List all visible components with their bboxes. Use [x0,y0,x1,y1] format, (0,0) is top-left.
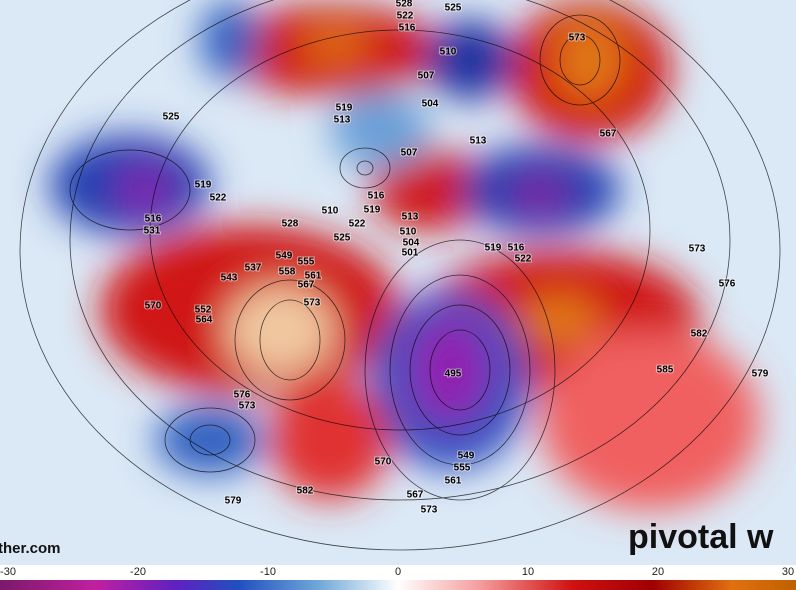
contour-label: 567 [600,129,617,140]
watermark: ther.com [0,540,61,557]
contour-label: 516 [399,23,416,34]
contour-label: 582 [297,486,314,497]
colorbar [0,580,796,590]
logo: pivotal w [628,518,774,556]
colorbar-tick-label: 0 [395,566,401,578]
contour-label: 561 [445,476,462,487]
contour-label: 501 [402,248,419,259]
contour-label: 570 [375,457,392,468]
contour-label: 555 [454,463,471,474]
contour-label: 543 [221,273,238,284]
anomaly-field [0,0,796,565]
contour-label: 528 [282,219,299,230]
contour-label: 525 [334,233,351,244]
contour-label: 519 [364,205,381,216]
contour-label: 558 [279,267,296,278]
contour-label: 573 [304,298,321,309]
contour-label: 510 [322,206,339,217]
colorbar-tick-label: 30 [782,566,794,578]
contour-label: 513 [402,212,419,223]
contour-label: 504 [422,99,439,110]
contour-label: 519 [336,103,353,114]
contour-label: 516 [145,214,162,225]
contour-label: 531 [144,226,161,237]
contour-labels: 528 5255225165105075045735675195135255075… [143,0,770,517]
contour-label: 549 [276,251,293,262]
contour-label: 573 [239,401,256,412]
contour-label: 510 [440,47,457,58]
contour-label: 582 [691,329,708,340]
contour-label: 519 [485,243,502,254]
contour-label: 537 [245,263,262,274]
contour-label: 510 [400,227,417,238]
colorbar-tick-label: -10 [260,566,276,578]
contour-label: 567 [298,280,315,291]
contour-label: 579 [752,369,769,380]
colorbar-ticks: -30 -20 -10 0 10 20 30 [0,566,794,578]
contour-label: 525 [445,3,462,14]
contour-label: 528 [396,0,413,10]
contour-label: 573 [689,244,706,255]
contour-lines [19,0,781,551]
contour-label: 516 [508,243,525,254]
contour-label: 525 [163,112,180,123]
contour-label: 549 [458,451,475,462]
contour-label: 570 [145,301,162,312]
contour-label: 507 [401,148,418,159]
contour-label: 555 [298,257,315,268]
contour-label: 516 [368,191,385,202]
contour-label: 513 [334,115,351,126]
contour-label: 576 [234,390,251,401]
contour-label: 585 [657,365,674,376]
contour-label: 573 [421,505,438,516]
contour-label: 573 [569,33,586,44]
contour-label: 561 [305,271,322,282]
colorbar-tick-label: 10 [522,566,534,578]
contour-label: 522 [210,193,227,204]
colorbar-tick-label: -20 [130,566,146,578]
contour-label: 579 [225,496,242,507]
contour-label: 513 [470,136,487,147]
contour-label: 564 [196,315,213,326]
contour-label: 519 [195,180,212,191]
contour-label: 522 [397,11,414,22]
contour-label: 522 [349,219,366,230]
contour-label: 504 [403,238,420,249]
contour-label: 522 [515,254,532,265]
colorbar-tick-label: -30 [0,566,16,578]
contour-label: 507 [418,71,435,82]
contour-label: 552 [195,305,212,316]
contour-label: 576 [719,279,736,290]
contour-label: 495 [445,369,462,380]
colorbar-tick-label: 20 [652,566,664,578]
contour-label: 567 [407,490,424,501]
